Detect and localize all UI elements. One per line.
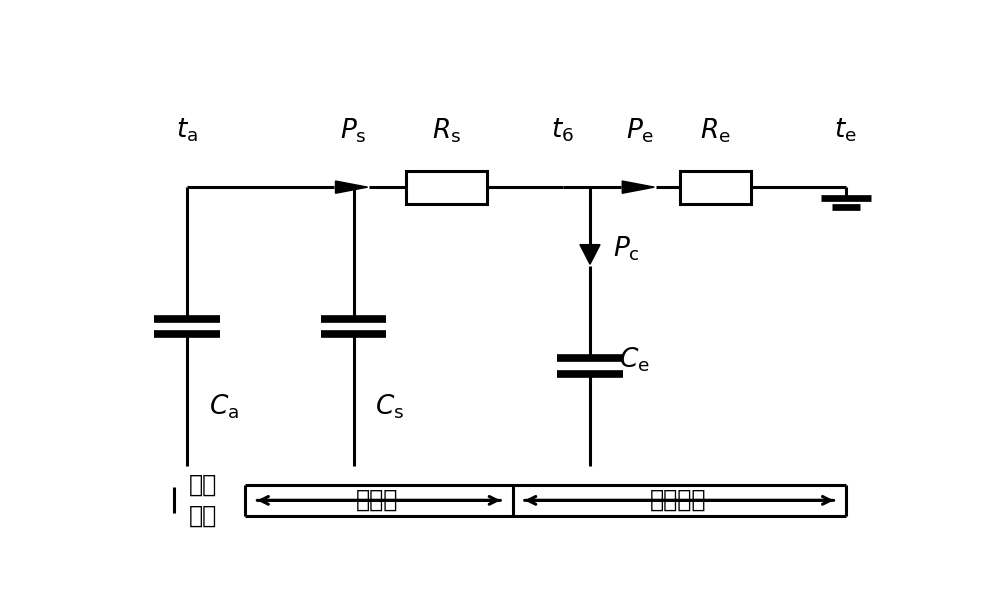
Text: $t_{6}$: $t_{6}$ bbox=[551, 117, 574, 144]
FancyBboxPatch shape bbox=[680, 171, 751, 204]
Text: $C_{\mathrm{e}}$: $C_{\mathrm{e}}$ bbox=[619, 346, 650, 374]
Text: $R_{\mathrm{e}}$: $R_{\mathrm{e}}$ bbox=[700, 116, 731, 145]
Text: $P_{\mathrm{e}}$: $P_{\mathrm{e}}$ bbox=[626, 116, 655, 145]
Text: 外部环境: 外部环境 bbox=[650, 488, 707, 512]
Text: $R_{\mathrm{s}}$: $R_{\mathrm{s}}$ bbox=[432, 116, 461, 145]
Text: 金属
护套: 金属 护套 bbox=[188, 472, 217, 528]
Text: $t_{\mathrm{a}}$: $t_{\mathrm{a}}$ bbox=[176, 117, 198, 144]
Text: $P_{\mathrm{c}}$: $P_{\mathrm{c}}$ bbox=[613, 235, 640, 263]
Polygon shape bbox=[622, 181, 654, 193]
FancyBboxPatch shape bbox=[406, 171, 487, 204]
Polygon shape bbox=[335, 181, 368, 193]
Text: $C_{\mathrm{s}}$: $C_{\mathrm{s}}$ bbox=[375, 393, 404, 421]
Text: $C_{\mathrm{a}}$: $C_{\mathrm{a}}$ bbox=[209, 393, 239, 421]
Polygon shape bbox=[580, 244, 600, 264]
Text: $t_{\mathrm{e}}$: $t_{\mathrm{e}}$ bbox=[834, 117, 857, 144]
Text: 外表面: 外表面 bbox=[356, 488, 398, 512]
Text: $P_{\mathrm{s}}$: $P_{\mathrm{s}}$ bbox=[340, 116, 367, 145]
